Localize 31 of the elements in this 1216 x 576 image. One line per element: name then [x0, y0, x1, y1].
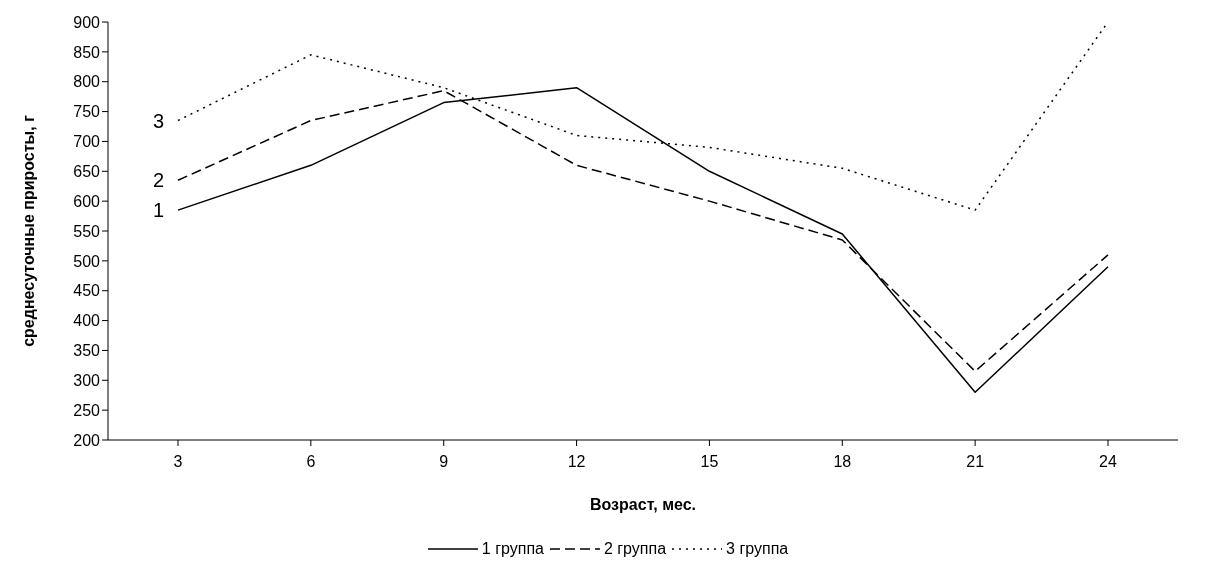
y-tick-label: 900 — [73, 13, 101, 31]
legend-label: 1 группа — [481, 540, 544, 558]
y-tick-label: 600 — [73, 192, 101, 210]
x-tick-label: 12 — [567, 453, 586, 471]
x-tick-label: 21 — [966, 453, 985, 471]
x-tick-label: 15 — [700, 453, 719, 471]
y-tick-label: 800 — [73, 73, 101, 91]
y-tick-label: 300 — [73, 371, 101, 389]
y-tick-label: 450 — [73, 282, 101, 300]
x-tick-label: 9 — [439, 453, 449, 471]
x-axis-title: Возраст, мес. — [589, 496, 697, 513]
y-tick-label: 650 — [73, 162, 101, 180]
annotation: 2 — [152, 169, 164, 192]
y-tick-label: 200 — [73, 431, 101, 449]
legend-label: 2 группа — [603, 540, 667, 558]
x-tick-label: 18 — [833, 453, 852, 471]
annotation: 1 — [152, 199, 164, 222]
y-tick-label: 750 — [73, 103, 101, 121]
legend-label: 3 группа — [726, 540, 789, 558]
x-tick-label: 6 — [306, 453, 316, 471]
annotation: 3 — [152, 109, 164, 132]
y-tick-label: 250 — [73, 401, 101, 419]
y-tick-label: 550 — [73, 222, 101, 240]
y-tick-label: 350 — [73, 342, 101, 360]
y-tick-label: 400 — [73, 312, 101, 330]
x-tick-label: 3 — [173, 453, 183, 471]
y-tick-label: 700 — [73, 133, 101, 151]
y-tick-label: 500 — [73, 252, 101, 270]
y-tick-label: 850 — [73, 43, 101, 61]
y-axis-title: среднесуточные приросты, г — [19, 114, 37, 347]
x-tick-label: 24 — [1099, 453, 1117, 471]
